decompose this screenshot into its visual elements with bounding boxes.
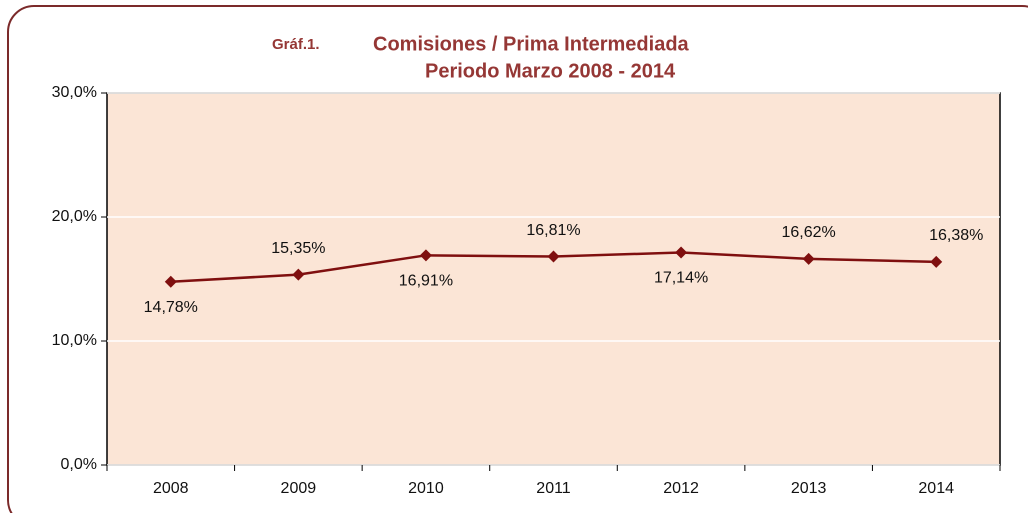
x-tick-label: 2014 [918,480,954,497]
plot-area [106,92,1001,466]
data-label: 16,91% [399,273,453,290]
data-point [930,255,943,268]
data-point [419,249,432,262]
y-tick-label: 20,0% [52,208,97,225]
data-point [164,275,177,288]
data-label: 17,14% [654,270,708,287]
data-label: 14,78% [144,299,198,316]
chart-title: Comisiones / Prima Intermediada [373,33,690,55]
data-point [675,246,688,259]
data-point [547,250,560,263]
chart-subtitle: Periodo Marzo 2008 - 2014 [425,60,676,82]
data-point [802,252,815,265]
y-tick-label: 10,0% [52,332,97,349]
data-label: 16,81% [526,222,580,239]
chart-label: Gráf.1. [272,36,320,53]
x-tick-label: 2011 [536,480,571,497]
y-tick-label: 30,0% [52,84,97,101]
x-tick-label: 2009 [281,480,317,497]
y-tick-label: 0,0% [61,456,97,473]
x-tick-label: 2010 [408,480,444,497]
data-label: 15,35% [271,240,325,257]
x-tick-label: 2012 [663,480,699,497]
x-tick-label: 2013 [791,480,827,497]
data-point [292,268,305,281]
data-label: 16,38% [929,227,983,244]
data-label: 16,62% [782,224,836,241]
x-tick-label: 2008 [153,480,189,497]
